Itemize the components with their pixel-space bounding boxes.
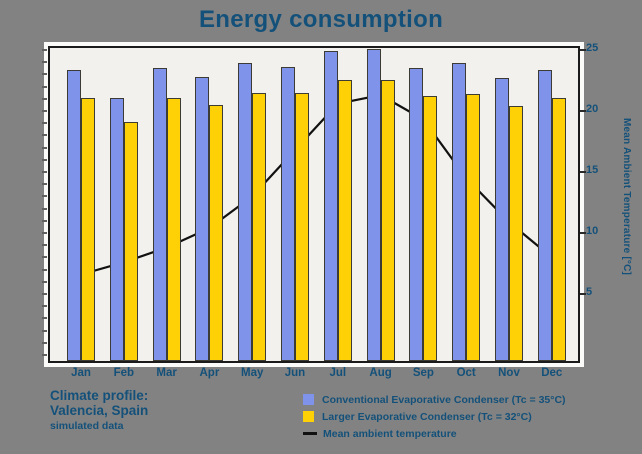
right-tick-label-15: 15 [586, 164, 599, 176]
left-minor-tick [42, 256, 47, 259]
blue-swatch-icon [303, 394, 314, 405]
x-axis-label-jan: Jan [71, 367, 91, 379]
climate-profile-note: Climate profile: Valencia, Spain simulat… [50, 388, 270, 432]
bar-larger-feb [123, 122, 138, 361]
x-axis-label-nov: Nov [498, 367, 520, 379]
bar-larger-jun [295, 93, 309, 361]
x-axis-label-jun: Jun [284, 367, 306, 379]
left-minor-tick [42, 122, 47, 125]
right-tick-label-25: 25 [586, 42, 599, 54]
climate-profile-line3: simulated data [50, 420, 124, 432]
bar-conventional-jan [67, 70, 81, 361]
plot-inner [50, 48, 578, 361]
x-axis-label-sep: Sep [412, 367, 434, 379]
x-axis-label-apr: Apr [199, 367, 220, 379]
left-minor-tick [42, 97, 47, 100]
x-axis-label-aug: Aug [369, 367, 392, 379]
bar-larger-sep [423, 96, 438, 361]
chart-title: Energy consumption [198, 6, 444, 33]
bar-larger-mar [166, 98, 181, 361]
x-axis-label-feb: Feb [113, 367, 135, 379]
right-axis-tick-labels: 5 10 15 20 25 [586, 42, 616, 363]
left-axis-minor-ticks [42, 46, 48, 363]
bar-conventional-mar [152, 68, 167, 361]
bar-conventional-apr [195, 77, 210, 361]
left-minor-tick [42, 158, 47, 161]
left-minor-tick [42, 171, 47, 173]
bar-conventional-dec [537, 70, 552, 361]
bar-larger-oct [466, 94, 481, 361]
left-minor-tick [42, 110, 47, 112]
right-tick-label-10: 10 [586, 225, 599, 237]
left-minor-tick [42, 341, 47, 344]
legend-label-larger: Larger Evaporative Condenser (Tc = 32°C) [322, 410, 532, 423]
left-minor-tick [42, 85, 47, 88]
bar-conventional-aug [366, 49, 381, 361]
bar-conventional-nov [495, 78, 509, 361]
line-swatch-icon [303, 432, 317, 435]
left-minor-tick [42, 61, 47, 64]
bar-larger-nov [509, 106, 523, 361]
climate-profile-line2: Valencia, Spain [50, 403, 149, 418]
bar-larger-may [252, 93, 267, 361]
bar-conventional-feb [109, 98, 124, 361]
x-axis-label-dec: Dec [541, 367, 563, 379]
bar-conventional-oct [452, 63, 467, 361]
bar-larger-jan [81, 98, 95, 361]
bar-larger-apr [209, 105, 224, 361]
yellow-swatch-icon [303, 411, 314, 422]
right-tick-mark [580, 49, 586, 51]
left-minor-tick [42, 354, 47, 356]
bar-larger-dec [551, 98, 566, 361]
x-axis-label-oct: Oct [456, 367, 476, 379]
right-tick-mark [580, 293, 586, 295]
left-minor-tick [42, 49, 47, 51]
left-minor-tick [42, 268, 47, 271]
left-minor-tick [42, 244, 47, 247]
bar-conventional-jun [281, 67, 295, 361]
plot-area [48, 46, 580, 363]
left-minor-tick [42, 329, 47, 332]
right-tick-mark [580, 110, 586, 112]
bar-conventional-jul [323, 51, 338, 361]
left-minor-tick [42, 183, 47, 186]
legend: Conventional Evaporative Condenser (Tc =… [303, 392, 633, 443]
right-axis-title: Mean Ambient Temperature [°C] [621, 118, 632, 276]
x-axis-label-may: May [241, 367, 264, 379]
legend-item-larger: Larger Evaporative Condenser (Tc = 32°C) [303, 409, 633, 424]
bar-conventional-may [238, 63, 253, 361]
legend-item-conventional: Conventional Evaporative Condenser (Tc =… [303, 392, 633, 407]
right-tick-mark [580, 232, 586, 234]
right-tick-label-5: 5 [586, 286, 593, 298]
left-minor-tick [42, 195, 47, 198]
bar-larger-jul [337, 80, 352, 361]
left-minor-tick [42, 73, 47, 76]
x-axis-label-jul: Jul [329, 367, 347, 379]
right-tick-label-20: 20 [586, 103, 599, 115]
left-minor-tick [42, 207, 47, 210]
left-minor-tick [42, 293, 47, 295]
legend-label-conventional: Conventional Evaporative Condenser (Tc =… [322, 393, 566, 406]
right-tick-mark [580, 171, 586, 173]
legend-item-temperature: Mean ambient temperature [303, 426, 633, 441]
left-minor-tick [42, 280, 47, 283]
left-minor-tick [42, 146, 47, 149]
x-axis-label-mar: Mar [156, 367, 177, 379]
right-axis-tick-marks [580, 46, 588, 363]
legend-label-temperature: Mean ambient temperature [323, 427, 457, 440]
left-minor-tick [42, 305, 47, 308]
left-minor-tick [42, 219, 47, 222]
left-minor-tick [42, 134, 47, 137]
left-minor-tick [42, 232, 47, 234]
bar-conventional-sep [409, 68, 424, 361]
left-minor-tick [42, 317, 47, 320]
bar-larger-aug [380, 80, 395, 361]
climate-profile-line1: Climate profile: [50, 388, 149, 403]
x-axis-labels: Jan Feb Mar Apr May Jun Jul Aug Sep Oct Nov Dec [50, 367, 578, 383]
